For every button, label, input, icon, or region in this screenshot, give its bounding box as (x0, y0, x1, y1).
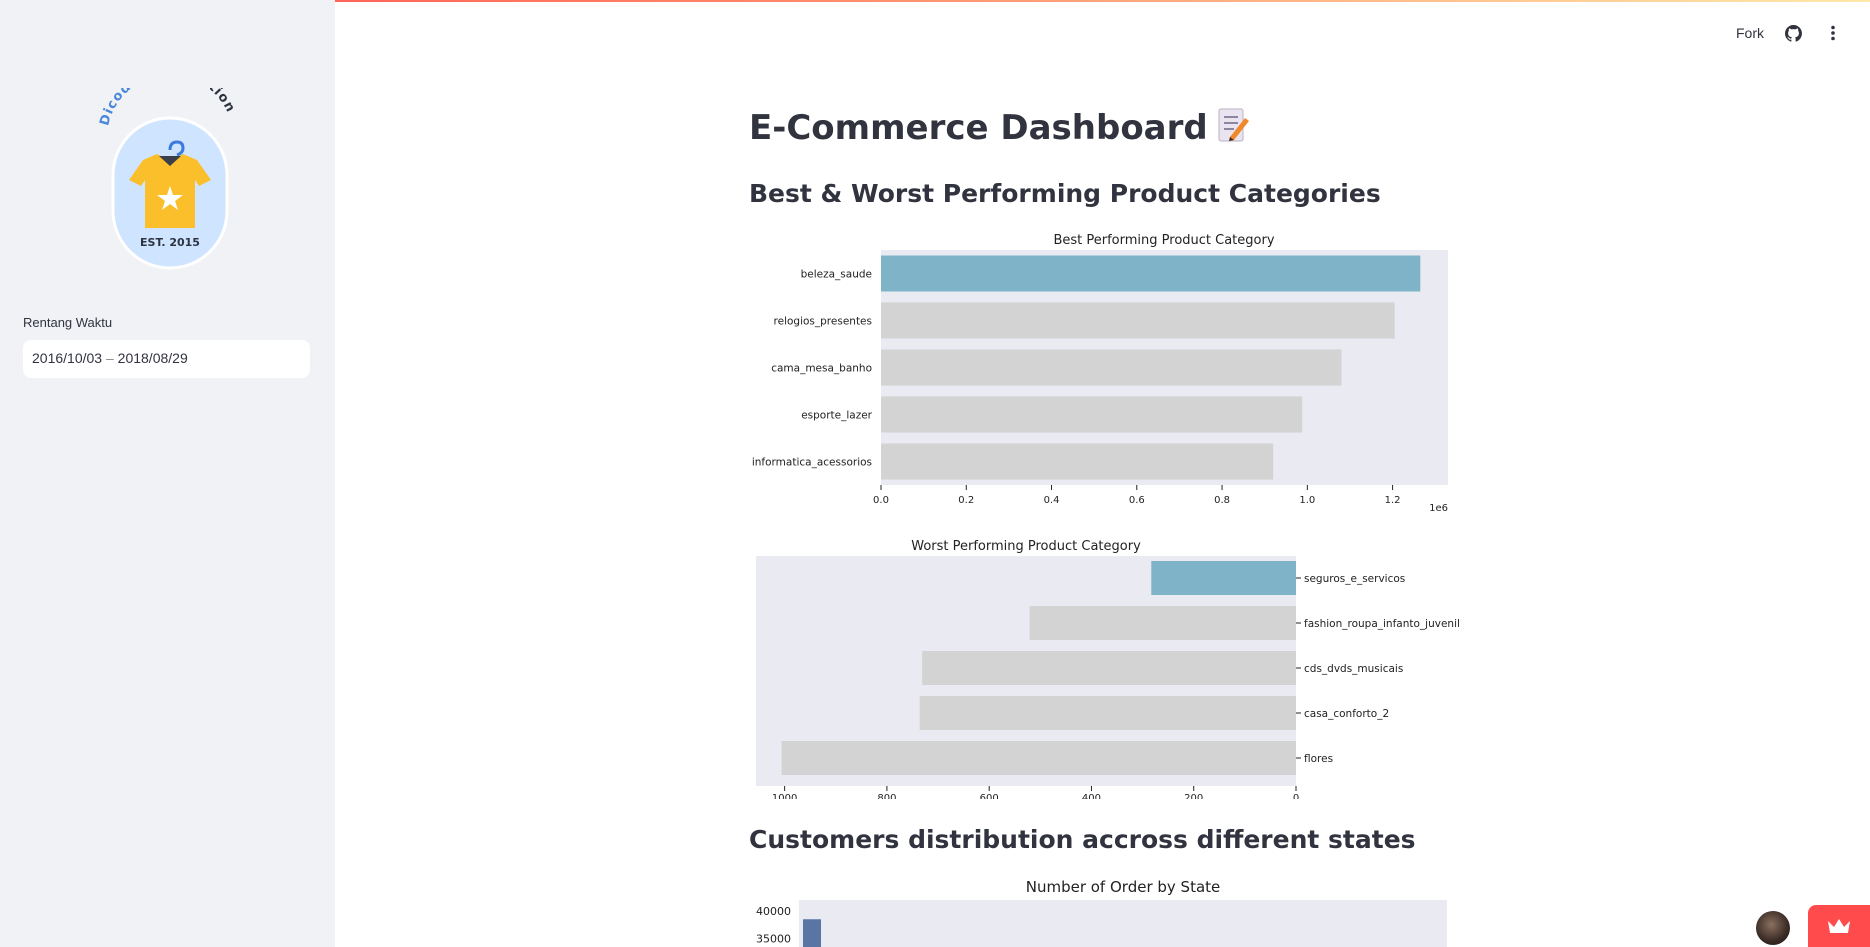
date-range-label: Rentang Waktu (23, 315, 113, 330)
best-xtick-label: 0.6 (1129, 495, 1145, 506)
worst-xtick-label: 200 (1184, 793, 1203, 799)
best-category-label: cama_mesa_banho (771, 363, 872, 375)
best-category-label: informatica_acessorios (752, 457, 872, 469)
best-offset-label: 1e6 (1429, 503, 1448, 514)
top-accent-line (0, 0, 1870, 2)
best-category-label: esporte_lazer (801, 410, 872, 422)
best-category-label: relogios_presentes (774, 316, 872, 328)
worst-category-chart: Worst Performing Product Category seguro… (756, 539, 1459, 799)
date-range-input[interactable]: 2016/10/03 – 2018/08/29 (23, 340, 310, 378)
fork-button[interactable]: Fork (1736, 25, 1764, 41)
worst-category-label: flores (1304, 753, 1333, 765)
best-bar (881, 396, 1303, 433)
section-title-categories: Best & Worst Performing Product Categori… (749, 179, 1381, 208)
header-actions: Fork (1736, 22, 1844, 44)
page-title: E-Commerce Dashboard (749, 106, 1250, 153)
best-xtick-label: 0.8 (1214, 495, 1230, 506)
date-separator: – (105, 350, 114, 366)
section-title-states: Customers distribution accross different… (749, 825, 1416, 854)
logo-arc-word-2: Collection (160, 88, 238, 115)
worst-category-label: fashion_roupa_infanto_juvenil (1304, 618, 1459, 630)
best-xtick-label: 0.4 (1044, 495, 1060, 506)
date-start: 2016/10/03 (32, 350, 103, 366)
more-vertical-icon[interactable] (1822, 22, 1844, 44)
streamlit-crown-button[interactable] (1808, 905, 1870, 947)
best-xtick-label: 1.2 (1385, 495, 1401, 506)
state-chart-title: Number of Order by State (1026, 878, 1221, 896)
worst-xtick-label: 400 (1082, 793, 1101, 799)
order-by-state-chart: Number of Order by State 40000 35000 (756, 878, 1447, 947)
dicoding-collection-logo: Dicoding Collection EST. 2015 (97, 88, 238, 270)
worst-bar (1151, 561, 1296, 595)
worst-category-label: casa_conforto_2 (1304, 708, 1389, 720)
page-title-text: E-Commerce Dashboard (749, 108, 1208, 148)
worst-category-label: seguros_e_servicos (1304, 573, 1405, 585)
worst-xtick-label: 1000 (772, 793, 797, 799)
best-xtick-label: 0.2 (958, 495, 974, 506)
worst-xtick-label: 0 (1293, 793, 1299, 799)
sidebar: Dicoding Collection EST. 2015 Rentang Wa… (0, 0, 335, 947)
best-bar (881, 302, 1395, 339)
best-bar (881, 443, 1274, 480)
state-ytick-label: 35000 (756, 933, 791, 946)
best-xtick-label: 0.0 (873, 495, 889, 506)
date-end: 2018/08/29 (117, 350, 188, 366)
worst-chart-title: Worst Performing Product Category (911, 539, 1141, 554)
user-avatar[interactable] (1756, 911, 1790, 945)
memo-icon (1216, 106, 1250, 153)
worst-bar (1029, 606, 1296, 640)
best-bar (881, 255, 1421, 292)
logo-established: EST. 2015 (140, 236, 200, 249)
best-category-label: beleza_saude (801, 269, 872, 281)
best-bar (881, 349, 1342, 386)
worst-xtick-label: 600 (980, 793, 999, 799)
best-category-chart: Best Performing Product Category beleza_… (752, 233, 1448, 514)
worst-bar (922, 651, 1296, 685)
state-ytick-label: 40000 (756, 905, 791, 918)
state-plot-area (799, 900, 1447, 947)
state-bar (803, 919, 821, 947)
best-xtick-label: 1.0 (1299, 495, 1315, 506)
crown-icon (1828, 919, 1850, 933)
best-chart-title: Best Performing Product Category (1053, 233, 1274, 248)
github-icon[interactable] (1782, 22, 1804, 44)
worst-xtick-label: 800 (877, 793, 896, 799)
worst-bar (781, 741, 1296, 775)
worst-bar (919, 696, 1296, 730)
worst-category-label: cds_dvds_musicais (1304, 663, 1403, 675)
